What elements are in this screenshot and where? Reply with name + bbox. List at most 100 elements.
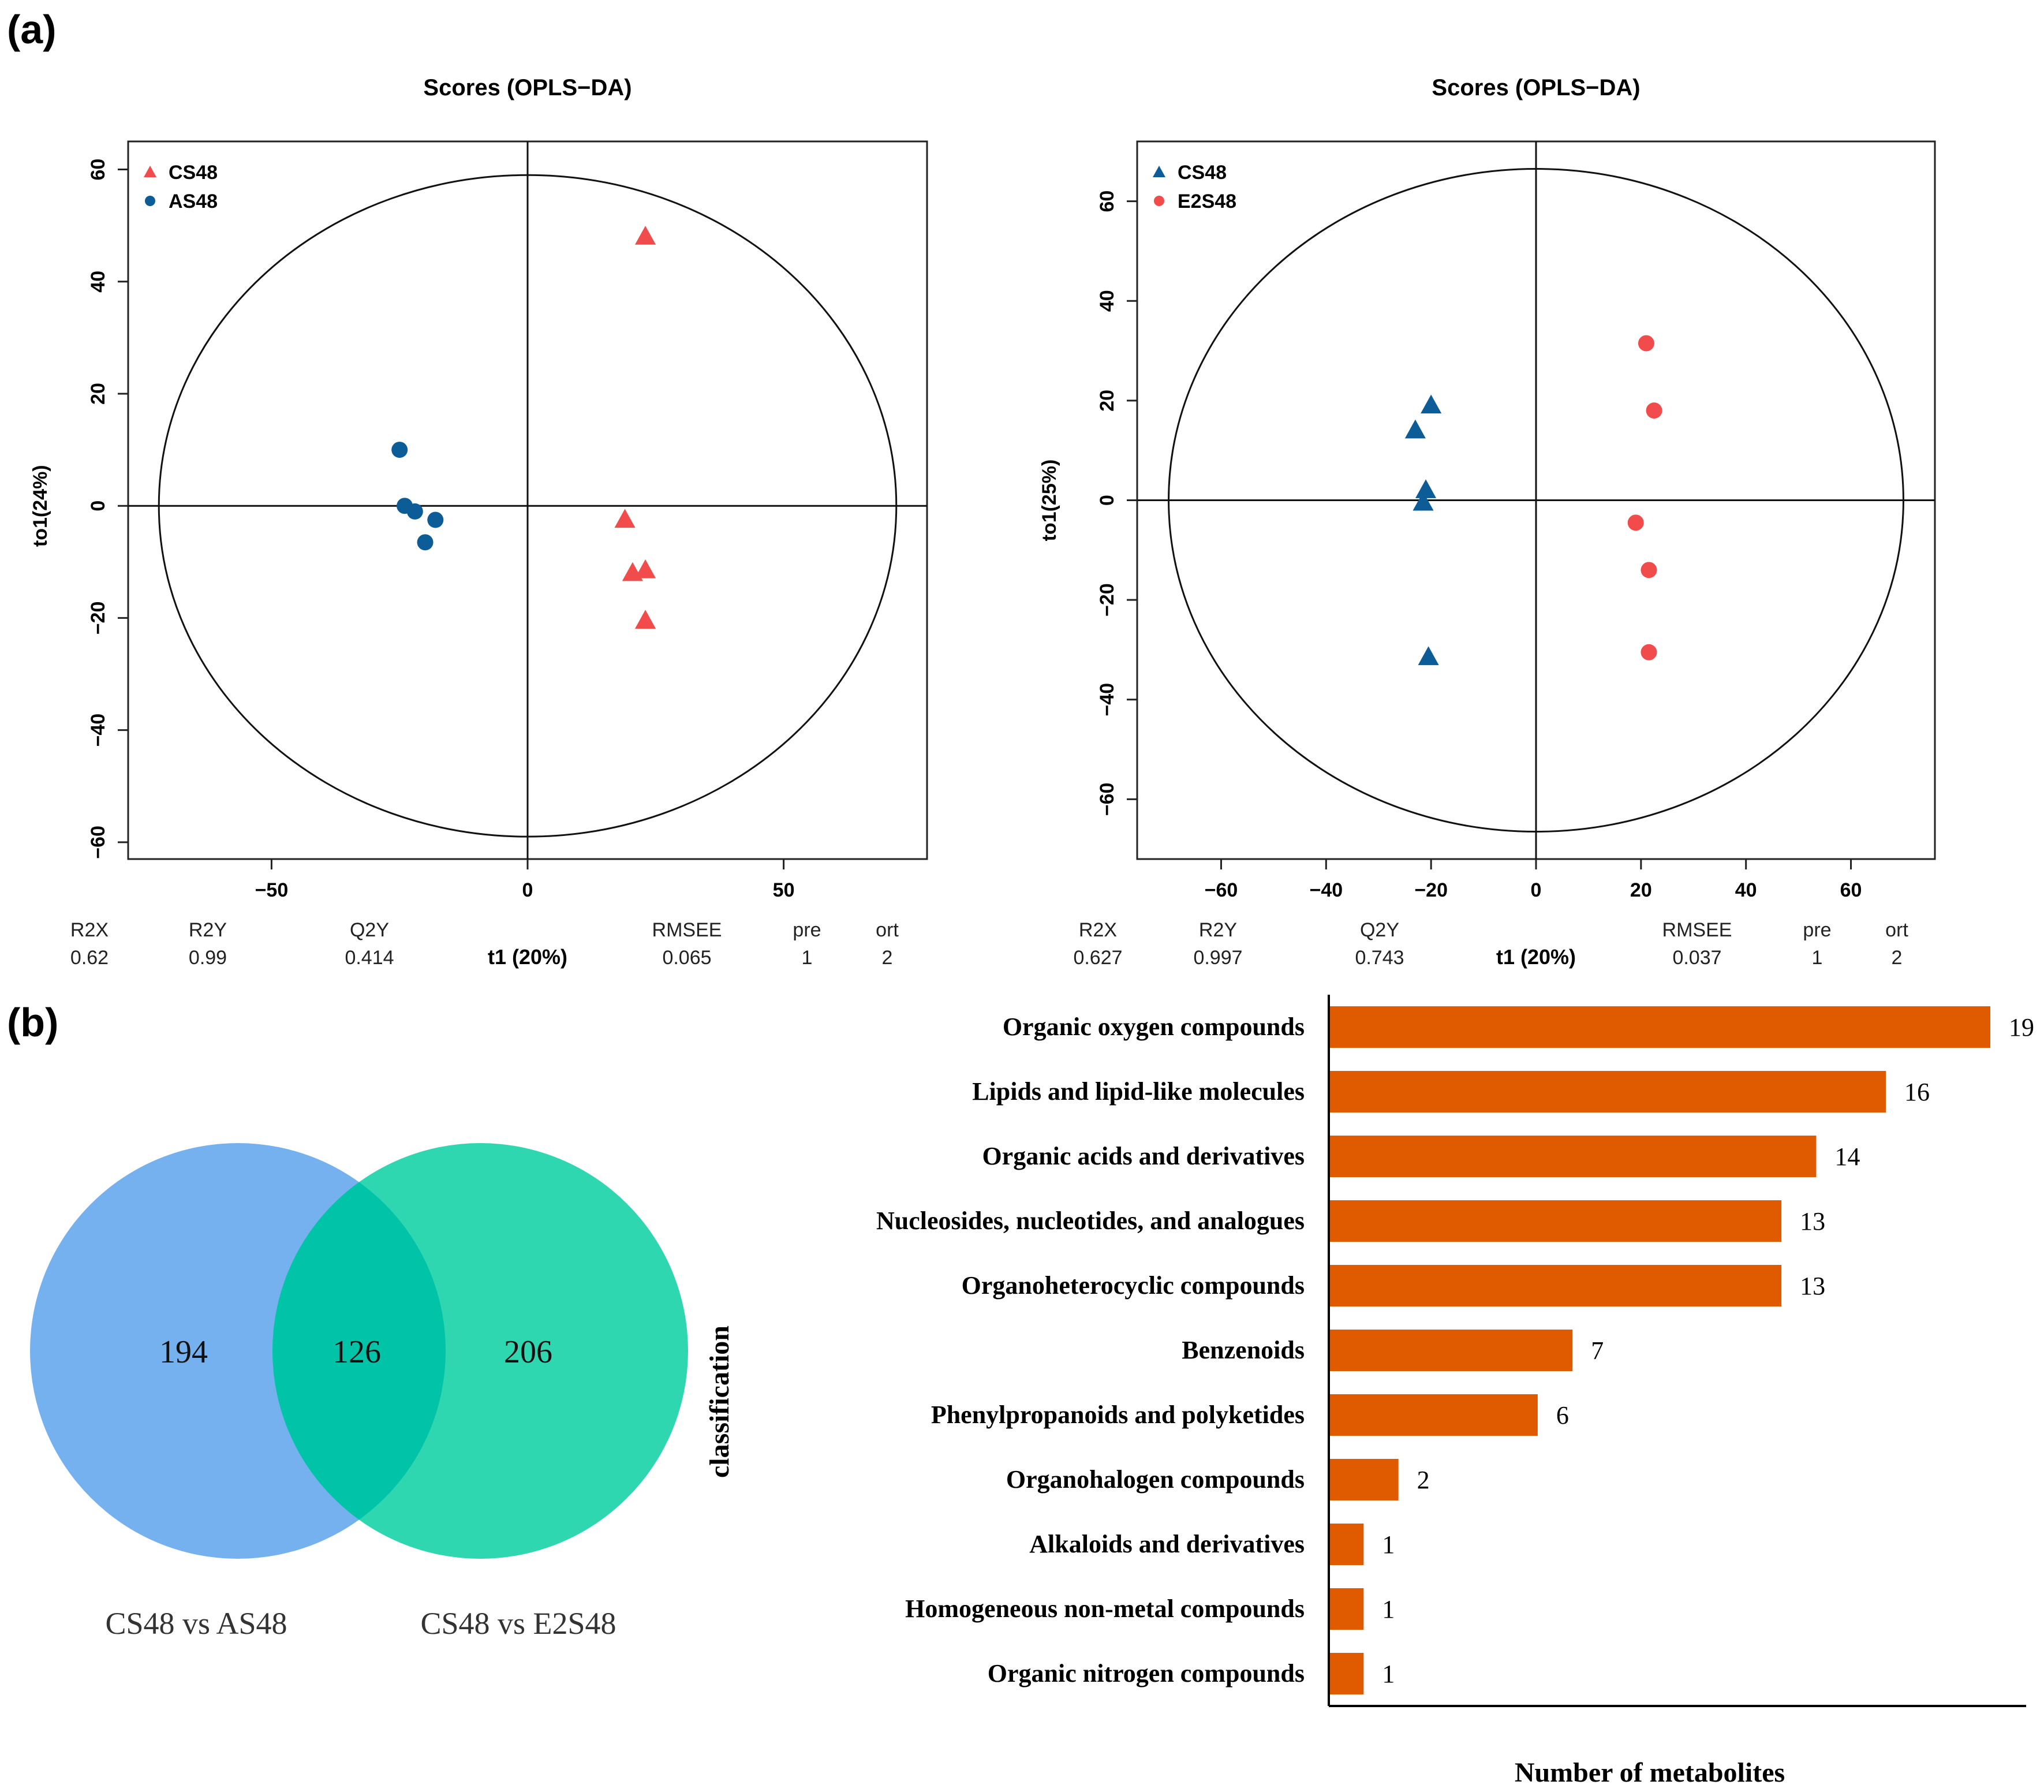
category-label: Benzenoids (1182, 1336, 1305, 1364)
y-tick-label: −20 (1096, 583, 1118, 617)
y-tick-label: 40 (87, 271, 109, 293)
y-tick-label: 20 (1096, 390, 1118, 412)
venn-set-label-right: CS48 vs E2S48 (420, 1606, 616, 1641)
hotelling-ellipse (158, 174, 898, 838)
x-tick-label: 0 (1531, 879, 1542, 901)
category-label: Lipids and lipid-like molecules (972, 1077, 1305, 1106)
hotelling-ellipse (1168, 167, 1904, 833)
legend-label: CS48 (1178, 162, 1227, 184)
legend-marker-triangle (1153, 166, 1165, 177)
data-point-triangle (635, 610, 656, 629)
stat-label: RMSEE (652, 919, 722, 941)
opls-da-plot-cs48-as48: Scores (OPLS−DA) −50 0 50 60 40 20 0 −20 −40 −60 to… (29, 75, 928, 969)
plot-title: Scores (OPLS−DA) (1432, 75, 1640, 100)
x-tick-label: −50 (255, 879, 289, 901)
legend-label: E2S48 (1178, 191, 1236, 212)
stat-label: ort (876, 919, 899, 941)
data-point-circle (391, 442, 408, 458)
stat-value: 0.037 (1672, 947, 1721, 969)
stat-label: R2X (70, 919, 109, 941)
stat-value: 1 (1812, 947, 1823, 969)
bar (1329, 1524, 1364, 1565)
value-label: 1 (1382, 1660, 1395, 1688)
y-tick-label: −40 (87, 714, 109, 747)
category-label: Organoheterocyclic compounds (962, 1271, 1305, 1300)
value-label: 14 (1834, 1143, 1860, 1171)
data-point-triangle (1418, 646, 1439, 666)
category-label: Organic nitrogen compounds (988, 1659, 1305, 1688)
value-label: 19 (2009, 1013, 2034, 1041)
data-point-triangle (614, 509, 636, 528)
stat-label: Q2Y (350, 919, 389, 941)
value-label: 13 (1800, 1207, 1825, 1235)
category-label: Alkaloids and derivatives (1029, 1530, 1305, 1558)
x-tick-label: 20 (1630, 879, 1652, 901)
category-label: Organohalogen compounds (1006, 1465, 1305, 1494)
stat-value: 0.99 (189, 947, 227, 969)
stat-value: 0.62 (70, 947, 109, 969)
bar (1329, 1459, 1399, 1500)
stat-value: 0.414 (345, 947, 394, 969)
data-point-triangle (1413, 491, 1434, 511)
venn-set-label-left: CS48 vs AS48 (105, 1606, 287, 1641)
panel-label-b: (b) (7, 1000, 58, 1045)
data-point-circle (1641, 644, 1657, 660)
y-tick-label: −40 (1096, 683, 1118, 716)
stat-value: 0.065 (662, 947, 711, 969)
value-label: 13 (1800, 1272, 1825, 1300)
y-tick-label: 0 (87, 501, 109, 512)
bar (1329, 1136, 1817, 1177)
x-tick-label: −60 (1205, 879, 1238, 901)
data-point-circle (427, 512, 444, 528)
data-point-triangle (635, 226, 656, 245)
data-point-triangle (635, 559, 656, 578)
opls-da-plot-cs48-e2s48: Scores (OPLS−DA) −60 −40 −20 0 20 40 60 60 40 20 0 −… (1038, 75, 1936, 969)
x-tick-label: 50 (773, 879, 795, 901)
value-label: 1 (1382, 1595, 1395, 1623)
data-point-circle (406, 503, 423, 520)
bar (1329, 1071, 1886, 1112)
bar (1329, 1200, 1782, 1242)
y-tick-label: 40 (1096, 290, 1118, 312)
data-point-triangle (1404, 419, 1426, 439)
category-label: Homogeneous non-metal compounds (905, 1595, 1305, 1623)
stat-value: 1 (802, 947, 813, 969)
category-label: Nucleosides, nucleotides, and analogues (876, 1207, 1305, 1235)
data-point-triangle (1415, 479, 1437, 498)
category-label: Organic acids and derivatives (982, 1142, 1305, 1170)
x-tick-label: 60 (1840, 879, 1862, 901)
y-tick-label: 20 (87, 383, 109, 405)
y-tick-label: −20 (87, 602, 109, 635)
legend-marker-circle (1154, 196, 1164, 206)
venn-diagram: 194 126 206 CS48 vs AS48 CS48 vs E2S48 (30, 1143, 688, 1641)
stat-label: R2Y (1199, 919, 1237, 941)
data-point-circle (1641, 562, 1657, 578)
value-label: 16 (1904, 1078, 1930, 1106)
y-tick-label: 60 (1096, 191, 1118, 212)
legend-marker-circle (145, 196, 155, 206)
stat-label: pre (1803, 919, 1831, 941)
x-tick-label: −40 (1309, 879, 1343, 901)
x-tick-label: 0 (522, 879, 533, 901)
classification-bar-chart: Organic oxygen compounds 19 Lipids and lip… (704, 995, 2034, 1788)
panel-label-a: (a) (7, 7, 57, 52)
data-point-circle (417, 534, 434, 551)
stat-value: 0.743 (1355, 947, 1404, 969)
y-axis-label: to1(25%) (1038, 460, 1060, 542)
bar (1329, 1006, 1990, 1048)
bar (1329, 1588, 1364, 1630)
venn-intersection (272, 1143, 446, 1559)
y-axis-title: classification (704, 1326, 735, 1478)
legend-marker-triangle (144, 166, 156, 177)
x-tick-label: 40 (1735, 879, 1757, 901)
value-label: 1 (1382, 1530, 1395, 1559)
data-point-circle (1638, 335, 1654, 352)
stat-value: 2 (882, 947, 893, 969)
venn-count-left: 194 (159, 1334, 208, 1370)
category-label: Organic oxygen compounds (1003, 1013, 1305, 1041)
stat-value: 2 (1892, 947, 1903, 969)
venn-count-right: 206 (504, 1334, 552, 1370)
stat-label: pre (793, 919, 821, 941)
data-point-circle (1627, 514, 1644, 531)
